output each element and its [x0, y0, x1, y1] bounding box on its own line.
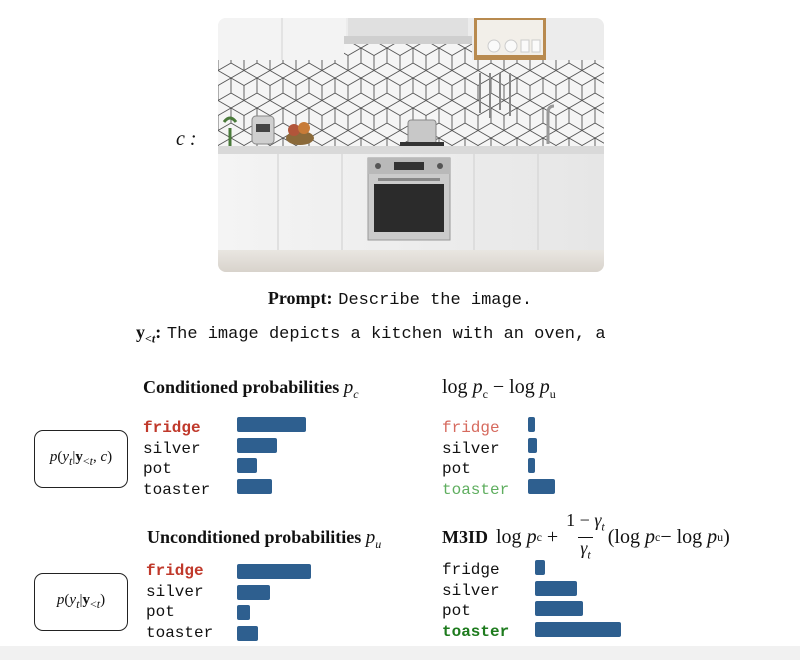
bar-fridge — [237, 564, 311, 579]
bar-pot — [535, 601, 583, 616]
unconditioned-title: Unconditioned probabilities pu — [147, 527, 382, 551]
bar-silver — [535, 580, 577, 596]
list-item: silver — [442, 439, 500, 458]
unconditioned-word-list: fridge silver pot toaster — [146, 561, 213, 643]
list-item: toaster — [143, 480, 211, 499]
list-item: silver — [442, 581, 500, 600]
bar-toaster — [528, 478, 555, 494]
bar-toaster — [237, 478, 272, 494]
log-diff-title: log pc − log pu — [442, 376, 556, 401]
list-item: toaster — [146, 623, 214, 642]
conditioned-distribution-box: p(yt|y<t, c) — [34, 430, 128, 488]
list-item: pot — [146, 603, 175, 621]
unconditioned-distribution-box: p(yt|y<t) — [34, 573, 128, 631]
image-condition-label: c : — [176, 128, 197, 150]
conditioned-word-list: fridge silver pot toaster — [143, 418, 210, 500]
bar-pot — [528, 458, 535, 473]
context-line: y<t: The image depicts a kitchen with an… — [136, 322, 606, 347]
list-item: silver — [143, 439, 201, 458]
list-item: fridge — [442, 561, 500, 579]
bar-toaster — [237, 625, 258, 641]
list-item: fridge — [442, 419, 500, 437]
bottom-band — [0, 646, 800, 660]
list-item: toaster — [442, 622, 510, 641]
list-item: pot — [442, 602, 471, 620]
bar-silver — [237, 584, 270, 600]
bar-silver — [237, 437, 277, 453]
bar-toaster — [535, 621, 621, 637]
bar-silver — [528, 437, 537, 453]
list-item: pot — [442, 460, 471, 478]
m3id-label: M3ID — [442, 526, 488, 547]
m3id-word-list: fridge silver pot toaster — [442, 560, 509, 642]
log-diff-word-list: fridge silver pot toaster — [442, 418, 509, 500]
list-item: toaster — [442, 480, 510, 499]
prompt-line: Prompt: Describe the image. — [0, 288, 800, 310]
list-item: pot — [143, 460, 172, 478]
prompt-text: Describe the image. — [338, 291, 533, 310]
kitchen-image — [218, 18, 604, 272]
conditioned-title: Conditioned probabilities pc — [143, 377, 359, 401]
bar-fridge — [237, 417, 306, 432]
bar-pot — [237, 605, 250, 620]
prompt-label: Prompt: — [267, 288, 333, 308]
bar-pot — [237, 458, 257, 473]
list-item: fridge — [143, 419, 201, 437]
bar-fridge — [535, 560, 545, 575]
list-item: fridge — [146, 562, 204, 580]
context-text: The image depicts a kitchen with an oven… — [166, 325, 606, 344]
list-item: silver — [146, 582, 204, 601]
bar-fridge — [528, 417, 535, 432]
context-label: y<t: — [136, 322, 162, 346]
